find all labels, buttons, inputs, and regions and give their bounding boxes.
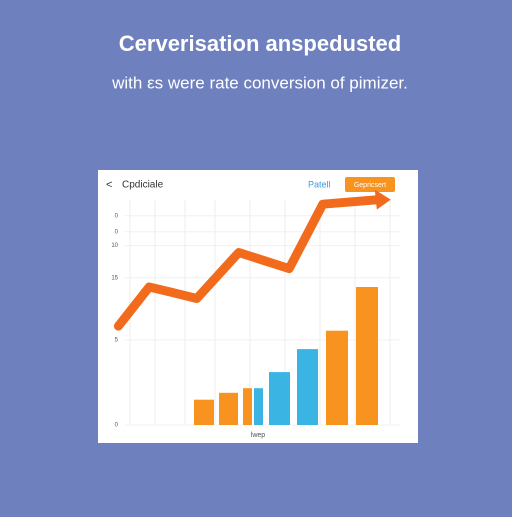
bar bbox=[356, 287, 378, 425]
y-tick-label: 5 bbox=[115, 337, 119, 343]
bar bbox=[326, 330, 348, 425]
page-subtitle: with εs were rate conversion of pimizer. bbox=[111, 73, 408, 92]
y-tick-label: 0 bbox=[115, 423, 119, 429]
bar bbox=[194, 399, 214, 425]
link[interactable]: Patell bbox=[308, 179, 331, 189]
card-name: Cpdiciale bbox=[122, 180, 164, 191]
x-axis-label: lwep bbox=[251, 432, 266, 439]
button-label[interactable]: Gepricsert bbox=[354, 182, 386, 189]
bar bbox=[254, 388, 263, 425]
back-button[interactable]: < bbox=[106, 179, 112, 191]
y-tick-label: 0 bbox=[115, 213, 119, 219]
bar bbox=[269, 372, 290, 425]
bar bbox=[219, 392, 238, 425]
trend-line bbox=[113, 195, 384, 331]
bar bbox=[243, 388, 252, 425]
bar bbox=[297, 349, 318, 425]
y-tick-label: 15 bbox=[111, 275, 118, 281]
arrow-head bbox=[374, 189, 391, 210]
page-title: Cerverisation anspedusted bbox=[119, 31, 401, 56]
button[interactable] bbox=[345, 177, 395, 192]
y-tick-label: 0 bbox=[115, 229, 119, 235]
y-tick-label: 10 bbox=[111, 243, 118, 249]
